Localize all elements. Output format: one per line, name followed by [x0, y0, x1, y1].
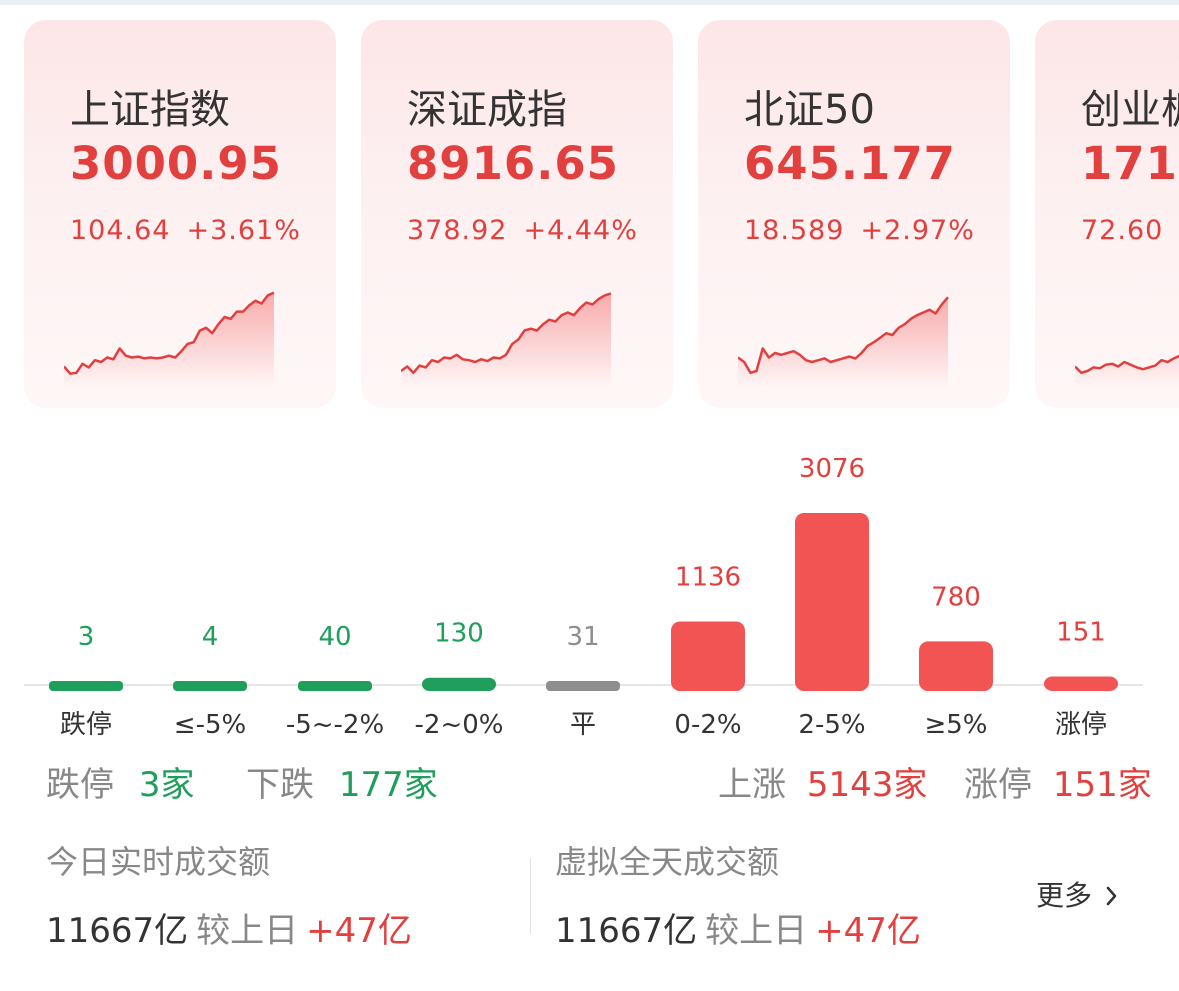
index-change: 72.60: [1081, 215, 1164, 246]
index-cards-carousel[interactable]: 上证指数 3000.95 104.64 +3.61% 深证成指 8916.65 3…: [0, 0, 1179, 420]
category-label-5: 0-2%: [674, 710, 741, 740]
index-change: 378.92: [407, 215, 508, 246]
index-name: 上证指数: [70, 87, 230, 133]
index-card-szse[interactable]: 深证成指 8916.65 378.92 +4.44%: [361, 20, 673, 408]
bar-2: [298, 681, 372, 691]
down-summary: 下跌 177家: [246, 762, 438, 808]
chevron-right-icon: [1106, 886, 1117, 906]
limit-up-summary: 涨停 151家: [964, 762, 1152, 808]
bar-6: [795, 513, 869, 691]
index-card-sse[interactable]: 上证指数 3000.95 104.64 +3.61%: [24, 20, 336, 408]
today-turnover-amount: 11667亿: [46, 911, 189, 951]
limit-down-summary: 跌停 3家: [46, 762, 194, 808]
today-turnover-delta: +47亿: [306, 911, 412, 951]
index-change: 18.589: [744, 215, 845, 246]
index-sparkline: [1075, 354, 1179, 388]
index-value: 1714: [1081, 137, 1179, 190]
sparkline-area: [64, 292, 274, 388]
bar-5: [671, 621, 745, 691]
index-change: 104.64: [70, 215, 171, 246]
index-card-chinext[interactable]: 创业板指 1714 72.60+: [1035, 20, 1179, 408]
category-label-8: 涨停: [1055, 710, 1107, 740]
today-turnover: 11667亿 较上日 +47亿: [46, 908, 412, 954]
bar-value-label-1: 4: [202, 622, 219, 652]
fullday-turnover-amount: 11667亿: [555, 911, 698, 951]
up-label: 上涨: [718, 765, 786, 805]
limit-up-count: 151家: [1052, 765, 1152, 805]
up-summary: 上涨 5143家: [718, 762, 927, 808]
today-compare-label: 较上日: [196, 911, 299, 951]
index-card-bse50[interactable]: 北证50 645.177 18.589 +2.97%: [698, 20, 1010, 408]
limit-down-label: 跌停: [46, 765, 114, 805]
bar-value-label-7: 780: [931, 582, 981, 612]
sparkline-line: [1075, 354, 1179, 375]
turnover-divider: [530, 858, 531, 934]
fullday-compare-label: 较上日: [705, 911, 808, 951]
index-change-pct: +4.44%: [523, 215, 638, 246]
more-label: 更多: [1036, 879, 1093, 912]
bar-value-label-0: 3: [78, 622, 95, 652]
category-label-0: 跌停: [60, 710, 112, 740]
index-sparkline: [401, 292, 612, 388]
index-change-row: 18.589 +2.97%: [744, 216, 991, 246]
today-turnover-title: 今日实时成交额: [46, 843, 271, 881]
bar-value-label-8: 151: [1056, 618, 1106, 648]
index-change-row: 72.60+: [1081, 216, 1179, 246]
fullday-turnover: 11667亿 较上日 +47亿: [555, 908, 921, 954]
index-sparkline: [64, 291, 275, 388]
sparkline-line: [401, 292, 612, 375]
index-name: 创业板指: [1081, 87, 1179, 133]
bar-4: [546, 681, 620, 691]
index-value: 8916.65: [407, 137, 619, 190]
down-label: 下跌: [246, 765, 314, 805]
top-strip: [0, 0, 1179, 5]
fullday-turnover-delta: +47亿: [815, 911, 921, 951]
fullday-turnover-title: 虚拟全天成交额: [555, 843, 780, 881]
category-label-1: ≤-5%: [174, 710, 246, 740]
limit-up-label: 涨停: [964, 765, 1032, 805]
category-label-2: -5~-2%: [286, 710, 384, 740]
category-label-4: 平: [570, 710, 596, 740]
bar-8: [1044, 676, 1118, 691]
sparkline-line: [64, 291, 275, 375]
up-count: 5143家: [806, 765, 928, 805]
sparkline-area: [401, 293, 611, 388]
bar-value-label-2: 40: [318, 622, 351, 652]
limit-down-count: 3家: [138, 765, 195, 805]
index-change-pct: +2.97%: [860, 215, 975, 246]
index-value: 645.177: [744, 137, 956, 190]
category-label-3: -2~0%: [415, 710, 504, 740]
bar-value-label-4: 31: [566, 622, 599, 652]
bar-3: [422, 677, 496, 691]
category-label-6: 2-5%: [798, 710, 865, 740]
index-change-pct: +3.61%: [186, 215, 301, 246]
index-change-row: 378.92 +4.44%: [407, 216, 654, 246]
index-name: 深证成指: [407, 87, 567, 133]
index-value: 3000.95: [70, 137, 282, 190]
sparkline-line: [738, 296, 949, 375]
more-button[interactable]: 更多: [1036, 876, 1119, 916]
bar-0: [49, 681, 123, 691]
rise-fall-summary: 跌停 3家 下跌 177家 上涨 5143家 涨停 151家: [0, 762, 1179, 812]
category-label-7: ≥5%: [924, 710, 987, 740]
bar-value-label-6: 3076: [799, 454, 865, 484]
down-count: 177家: [338, 765, 438, 805]
sparkline-area: [1075, 356, 1179, 388]
bar-1: [173, 681, 247, 691]
index-change-row: 104.64 +3.61%: [70, 216, 317, 246]
bar-7: [919, 641, 993, 691]
index-sparkline: [738, 296, 949, 388]
sparkline-area: [738, 297, 948, 388]
bar-value-label-3: 130: [434, 619, 484, 649]
bar-value-label-5: 1136: [675, 562, 741, 592]
rise-fall-distribution-chart: 3 跌停 4 ≤-5% 40 -5~-2% 130 -2~0% 31 平 1136 0-2% 3076 2…: [24, 454, 1143, 740]
index-name: 北证50: [744, 87, 875, 133]
